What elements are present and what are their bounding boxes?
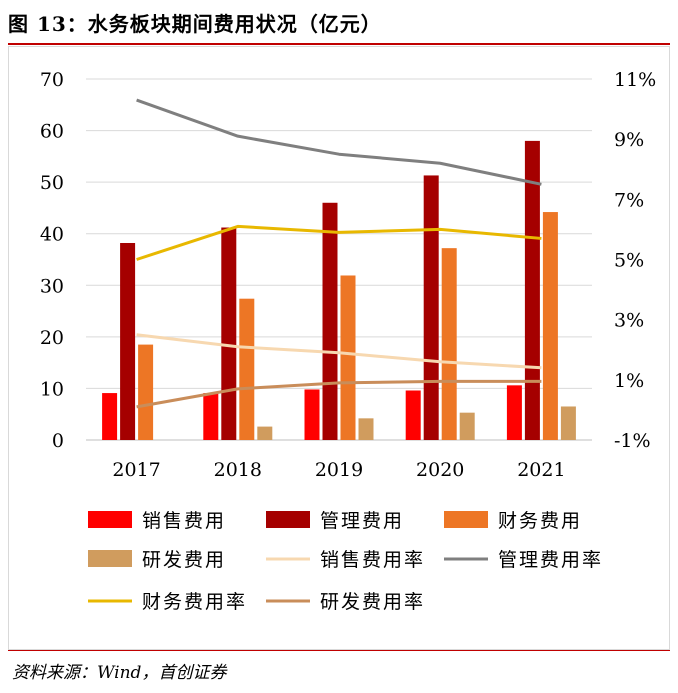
legend-label: 财务费用 xyxy=(498,510,582,532)
legend-label: 研发费用率 xyxy=(320,591,425,613)
chart-title: 图 13：水务板块期间费用状况（亿元） xyxy=(8,12,382,36)
left-axis-ticks: 0 10 20 30 40 50 60 70 xyxy=(40,69,64,452)
bar xyxy=(304,389,320,440)
bar xyxy=(560,406,576,440)
bar xyxy=(506,385,522,440)
y-right-tick-label: 1% xyxy=(614,370,644,392)
y-left-tick-label: 70 xyxy=(40,69,64,91)
x-axis-ticks: 2017 2018 2019 2020 2021 xyxy=(112,459,565,481)
right-axis-ticks: -1% 1% 3% 5% 7% 9% 11% xyxy=(614,69,656,452)
legend-swatch xyxy=(88,550,132,567)
x-tick-label: 2021 xyxy=(517,459,565,481)
bar xyxy=(542,212,558,440)
title-rule xyxy=(8,43,670,45)
y-right-tick-label: 9% xyxy=(614,129,644,151)
y-left-tick-label: 50 xyxy=(40,172,64,194)
x-tick-label: 2020 xyxy=(416,459,464,481)
legend-label: 研发费用 xyxy=(142,549,226,571)
x-tick-label: 2019 xyxy=(315,459,363,481)
series-line xyxy=(136,224,542,261)
y-left-tick-label: 40 xyxy=(40,224,64,246)
legend-label: 管理费用 xyxy=(320,510,404,532)
source-note: 资料来源：Wind，首创证券 xyxy=(12,663,227,683)
x-tick-label: 2017 xyxy=(112,459,160,481)
y-right-tick-label: 7% xyxy=(614,189,644,211)
bar xyxy=(423,175,439,440)
legend-label: 管理费用率 xyxy=(498,549,603,571)
series-line xyxy=(136,333,542,370)
bar xyxy=(239,298,255,440)
bar xyxy=(322,202,338,440)
legend-swatch xyxy=(88,511,132,528)
legend-label: 销售费用率 xyxy=(320,549,425,571)
y-left-tick-label: 20 xyxy=(40,327,64,349)
y-right-tick-label: 3% xyxy=(614,310,644,332)
bar xyxy=(441,248,457,440)
y-left-tick-label: 30 xyxy=(40,275,64,297)
bar xyxy=(203,393,219,440)
bar xyxy=(358,418,374,440)
series-line xyxy=(136,98,542,186)
bar-marks xyxy=(102,140,576,440)
y-right-tick-label: 5% xyxy=(614,250,644,272)
legend-swatch xyxy=(444,511,488,528)
series-line xyxy=(136,379,542,409)
legend-label: 财务费用率 xyxy=(142,591,247,613)
legend-label: 销售费用 xyxy=(142,510,226,532)
bar xyxy=(524,140,540,440)
y-left-tick-label: 60 xyxy=(40,121,64,143)
bar xyxy=(221,227,237,440)
y-left-tick-label: 10 xyxy=(40,378,64,400)
bar xyxy=(459,412,475,440)
y-left-tick-label: 0 xyxy=(52,430,64,452)
legend-swatch xyxy=(266,511,310,528)
bar xyxy=(257,426,273,440)
source-rule xyxy=(8,650,670,651)
bar xyxy=(340,275,356,440)
y-right-tick-label: -1% xyxy=(614,430,651,452)
bar xyxy=(405,390,421,440)
y-right-tick-label: 11% xyxy=(614,69,656,91)
line-marks xyxy=(136,98,542,409)
bar xyxy=(138,344,154,440)
bar xyxy=(120,242,136,440)
chart-frame xyxy=(8,46,670,650)
bar xyxy=(102,393,118,440)
x-tick-label: 2018 xyxy=(214,459,262,481)
